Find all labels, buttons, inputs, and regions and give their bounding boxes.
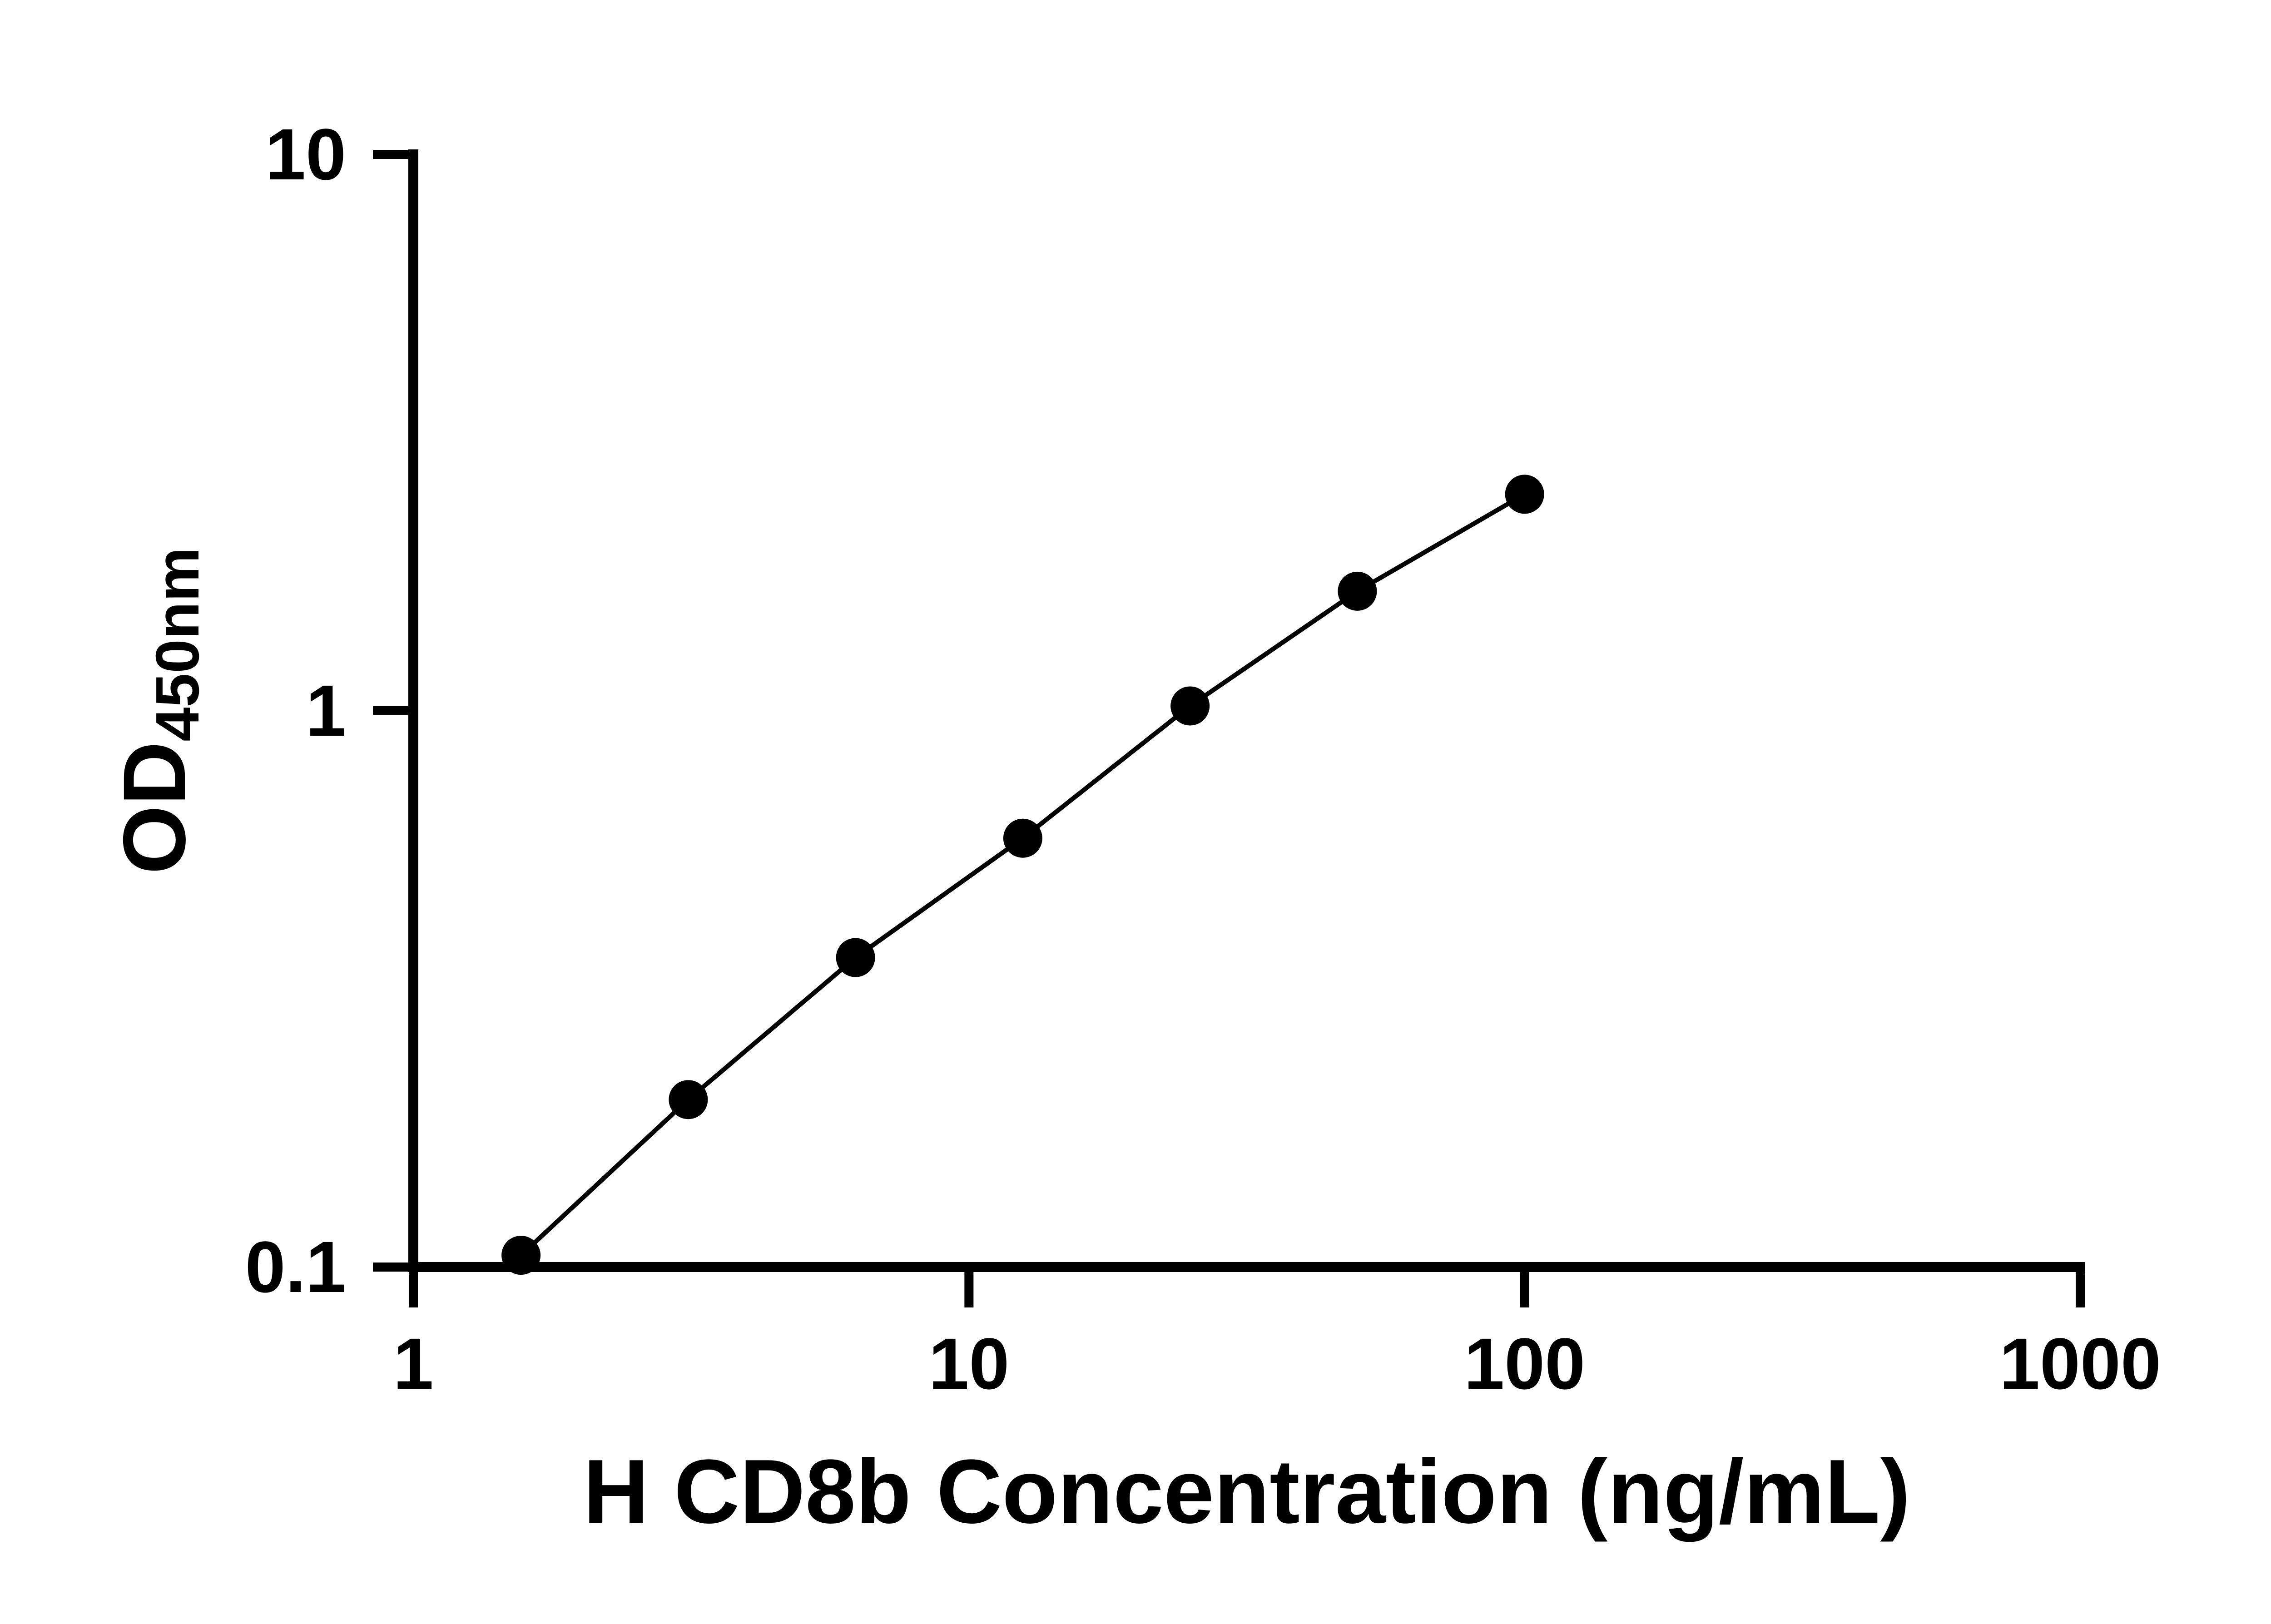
data-point [1170,686,1210,726]
data-point [1003,818,1042,858]
data-point [669,1080,708,1119]
data-point [501,1236,541,1275]
x-tick-label: 10 [928,1323,1009,1404]
x-axis-title: H CD8b Concentration (ng/mL) [583,1441,1911,1542]
y-tick-label: 0.1 [245,1226,346,1307]
x-tick-label: 100 [1464,1323,1585,1404]
y-axis-title: OD 450nm [104,547,212,875]
x-tick-label: 1000 [1999,1323,2161,1404]
y-tick-label: 1 [306,670,346,751]
y-tick-label: 10 [265,114,346,195]
data-point [1338,571,1377,611]
data-point [836,938,875,977]
y-axis-title-main: OD [105,741,204,875]
x-tick-label: 1 [393,1323,434,1404]
y-axis-title-subscript: 450nm [143,547,212,742]
data-series-line [519,492,1526,1257]
data-point [1505,475,1544,514]
